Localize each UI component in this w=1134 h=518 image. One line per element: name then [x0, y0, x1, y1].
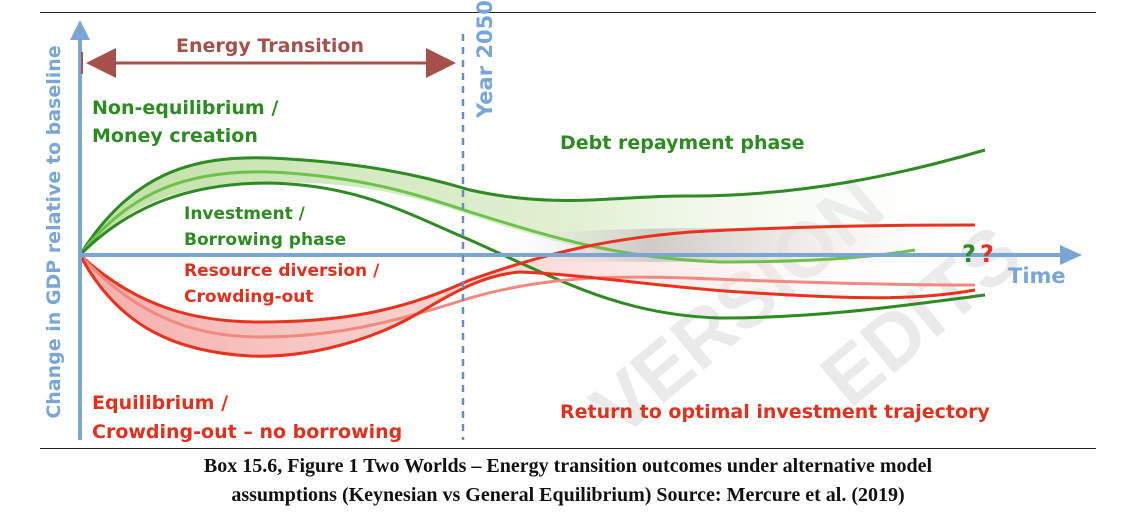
energy-transition-label: Energy Transition	[176, 35, 364, 57]
caption-rule	[40, 448, 1096, 449]
x-axis-arrowhead	[1060, 245, 1082, 265]
caption-line-2: assumptions (Keynesian vs General Equili…	[231, 484, 905, 506]
green-lower-curve	[78, 181, 986, 320]
question-mark-red: ?	[980, 240, 994, 268]
x-axis-label: Time	[1008, 264, 1066, 288]
y-axis-label: Change in GDP relative to baseline	[43, 45, 65, 418]
investment-label-line2: Borrowing phase	[184, 230, 346, 250]
top-rule	[40, 12, 1096, 13]
figure-caption: Box 15.6, Figure 1 Two Worlds – Energy t…	[40, 452, 1096, 510]
two-worlds-diagram: VERSION EDITS Change in GDP relative to …	[43, 0, 1082, 450]
investment-label-line1: Investment /	[184, 204, 306, 224]
non-equilibrium-label-line1: Non-equilibrium /	[92, 97, 278, 119]
caption-line-1: Box 15.6, Figure 1 Two Worlds – Energy t…	[203, 455, 933, 477]
red-lower-curve	[78, 254, 976, 358]
debt-repayment-label: Debt repayment phase	[560, 132, 805, 154]
resource-diversion-label-line1: Resource diversion /	[184, 261, 380, 281]
red-middle-curve	[78, 253, 976, 339]
equilibrium-label-line2: Crowding-out – no borrowing	[92, 421, 402, 443]
green-middle-curve	[78, 170, 916, 264]
non-equilibrium-label-line2: Money creation	[92, 125, 258, 147]
year-2050-label: Year 2050	[473, 0, 497, 119]
y-axis-arrowhead	[70, 20, 90, 40]
green-upper-curve	[78, 148, 986, 256]
question-mark-green: ?	[962, 240, 976, 268]
return-optimal-label: Return to optimal investment trajectory	[560, 401, 990, 423]
resource-diversion-label-line2: Crowding-out	[184, 287, 313, 307]
equilibrium-label-line1: Equilibrium /	[92, 392, 228, 414]
red-upper-curve	[78, 223, 976, 324]
